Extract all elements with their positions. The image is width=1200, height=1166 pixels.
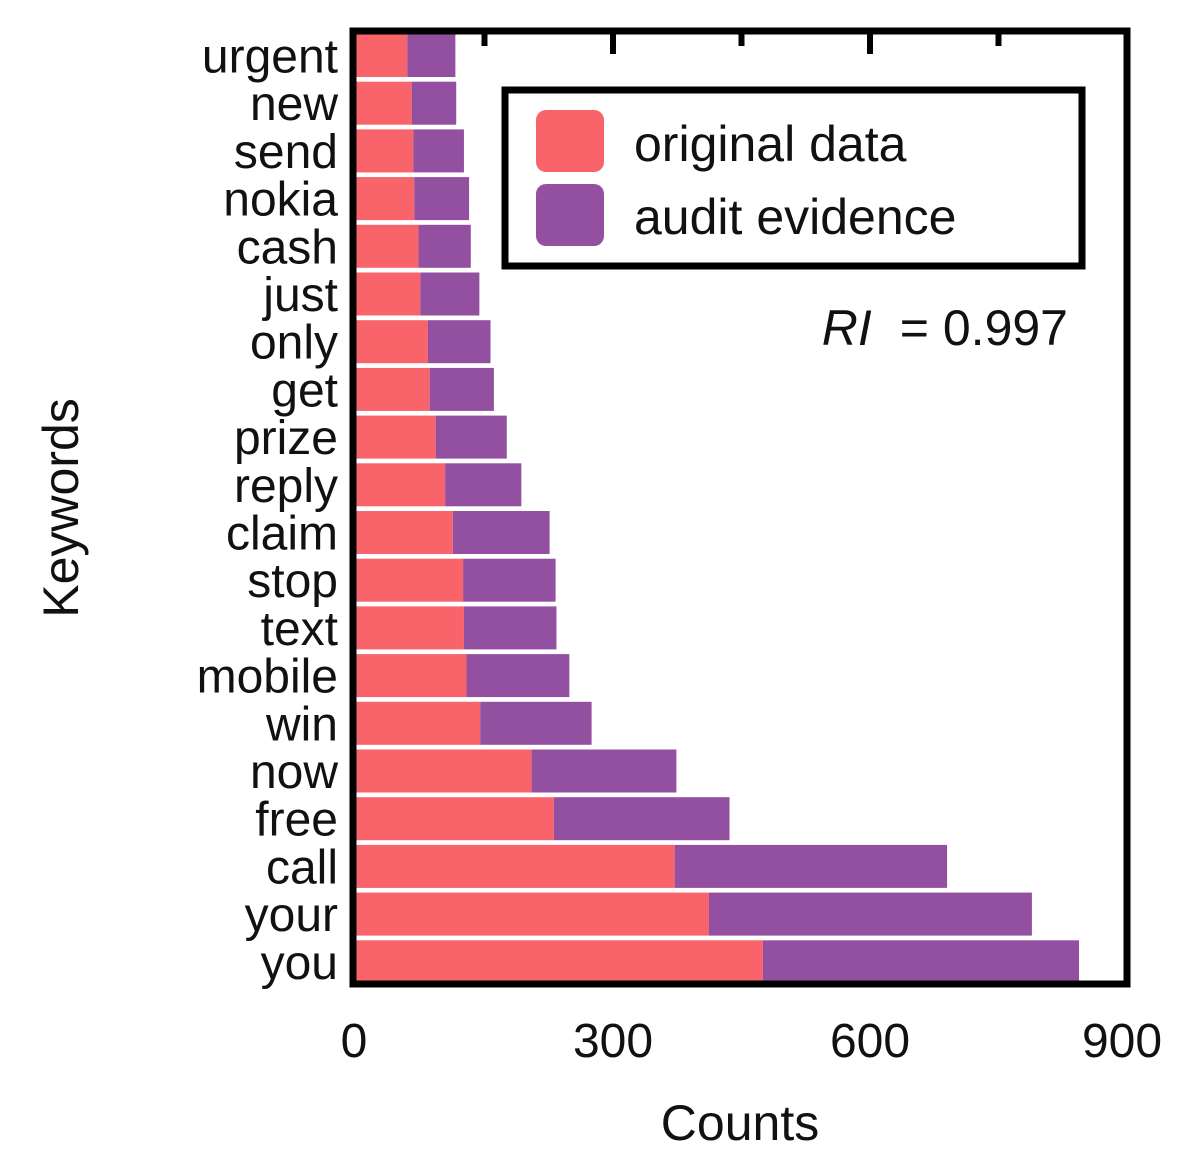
x-tick-label-300: 300 [573,1015,653,1068]
legend-swatch-original [536,110,604,172]
bar-stop-original [356,558,464,602]
bar-your-audit [708,892,1032,936]
plot-frame [349,27,1131,988]
category-label-your: your [245,889,338,942]
category-label-stop: stop [247,555,338,608]
bar-get-audit [429,367,494,411]
bar-reply-audit [445,463,522,507]
bar-your-original [356,892,709,936]
category-label-prize: prize [234,412,338,465]
category-label-now: now [250,746,338,799]
bar-mobile-audit [466,654,570,698]
bar-prize-original [356,415,436,459]
bar-cash-audit [418,224,471,268]
category-label-win: win [265,698,338,751]
category-label-cash: cash [237,221,338,274]
bar-you-original [356,940,763,984]
bar-text-audit [463,606,557,650]
legend-swatch-audit [536,184,604,246]
bar-win-audit [480,701,592,745]
category-label-just: just [261,269,338,322]
category-label-send: send [234,126,338,179]
bar-free-audit [553,797,730,841]
bar-only-audit [427,320,491,364]
category-label-only: only [250,317,338,370]
x-tick-label-0: 0 [341,1015,368,1068]
category-label-free: free [255,794,338,847]
x-ticks: 0 300 600 900 [341,34,1162,1068]
bar-claim-original [356,511,453,554]
bar-free-original [356,797,554,841]
category-label-mobile: mobile [197,651,338,704]
bar-new-audit [411,81,457,125]
bar-text-original [356,606,464,650]
bar-send-audit [413,129,464,173]
bar-call-original [356,844,675,888]
x-axis-title: Counts [661,1095,819,1151]
bar-only-original [356,320,428,364]
bar-urgent-original [356,34,408,77]
category-label-get: get [271,364,338,417]
bar-just-original [356,272,421,316]
x-tick-label-900: 900 [1082,1015,1162,1068]
bar-win-original [356,701,481,745]
category-label-claim: claim [226,508,338,561]
bar-send-original [356,129,414,173]
bar-prize-audit [435,415,507,459]
bar-reply-original [356,463,446,507]
category-label-reply: reply [234,460,338,513]
category-label-urgent: urgent [202,31,338,84]
legend-label-original: original data [634,116,907,172]
bar-now-audit [531,749,677,793]
ri-value: = 0.997 [900,300,1068,356]
bar-nokia-original [356,177,415,221]
bars-group [356,34,1080,984]
bar-mobile-original [356,654,467,698]
x-tick-label-600: 600 [830,1015,910,1068]
category-label-nokia: nokia [223,174,338,227]
bar-stop-audit [463,558,556,602]
bar-cash-original [356,224,419,268]
bar-claim-audit [452,511,550,554]
bar-just-audit [420,272,480,316]
category-label-call: call [266,841,338,894]
bar-new-original [356,81,412,125]
bar-get-original [356,367,430,411]
ri-symbol: RI [822,300,872,356]
bar-call-audit [674,844,948,888]
bar-urgent-audit [407,34,456,77]
y-axis-title: Keywords [33,398,89,618]
category-label-text: text [261,603,338,656]
legend-label-audit: audit evidence [634,189,956,245]
bar-nokia-audit [414,177,470,221]
category-label-new: new [250,78,338,131]
category-label-you: you [261,937,338,990]
bar-you-audit [762,940,1080,984]
bar-now-original [356,749,532,793]
ri-annotation: RI = 0.997 [822,300,1068,356]
legend: original data audit evidence [501,86,1086,270]
category-labels: urgentnewsendnokiacashjustonlygetprizere… [197,31,339,990]
